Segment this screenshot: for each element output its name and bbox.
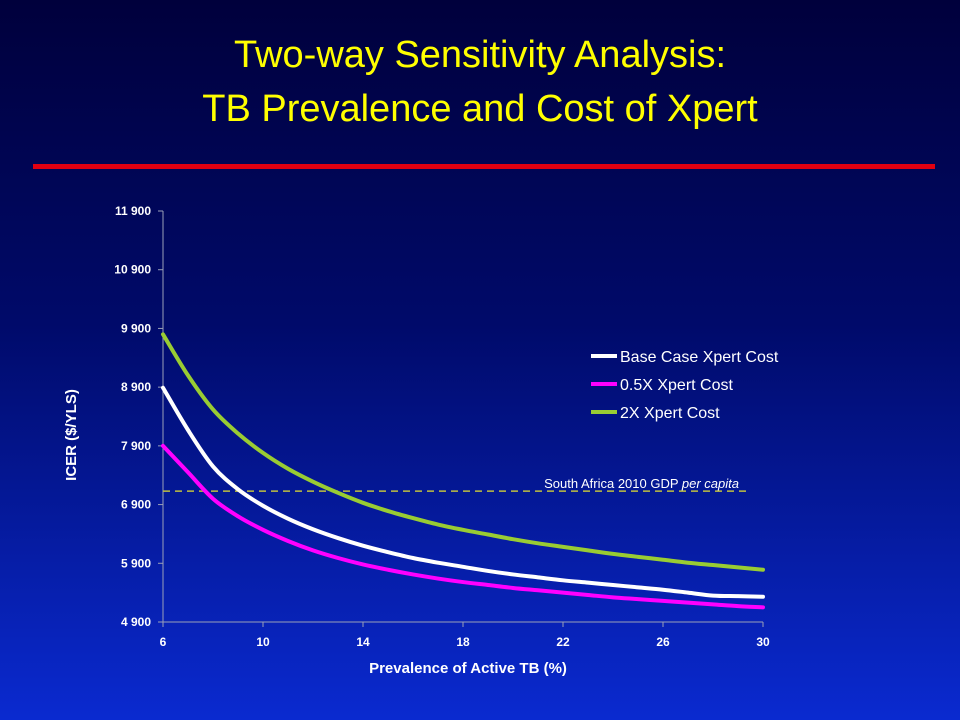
x-tick-label: 10 xyxy=(256,635,270,649)
gdp-reference-label-text: South Africa 2010 GDP xyxy=(544,476,682,491)
x-tick-label: 18 xyxy=(456,635,470,649)
y-tick-label: 5 900 xyxy=(121,556,151,570)
y-tick-label: 9 900 xyxy=(121,321,151,335)
y-axis-title: ICER ($/YLS) xyxy=(63,389,80,481)
gdp-reference-label: South Africa 2010 GDP per capita xyxy=(544,476,739,491)
x-tick-label: 22 xyxy=(556,635,570,649)
chart-legend: Base Case Xpert Cost 0.5X Xpert Cost 2X Xp… xyxy=(591,349,779,422)
legend-label: 0.5X Xpert Cost xyxy=(620,377,734,394)
series-line-base-case-xpert-cost xyxy=(161,385,765,599)
x-tick-label: 6 xyxy=(160,635,167,649)
legend-label: 2X Xpert Cost xyxy=(620,405,720,422)
y-tick-label: 10 900 xyxy=(114,263,151,277)
y-tick-label: 4 900 xyxy=(121,615,151,629)
x-tick-label: 26 xyxy=(656,635,670,649)
y-tick-label: 8 900 xyxy=(121,380,151,394)
x-tick-label: 14 xyxy=(356,635,370,649)
y-tick-label: 11 900 xyxy=(115,204,151,218)
gdp-reference-label-italic: per capita xyxy=(681,476,739,491)
series-line-0-5x-xpert-cost xyxy=(161,443,765,610)
y-tick-label: 6 900 xyxy=(121,498,151,512)
x-axis-title: Prevalence of Active TB (%) xyxy=(369,660,567,677)
x-tick-label: 30 xyxy=(756,635,770,649)
legend-label: Base Case Xpert Cost xyxy=(620,349,779,366)
series-line-2x-xpert-cost xyxy=(161,332,765,572)
title-divider xyxy=(33,164,935,169)
slide-title-line-1: Two-way Sensitivity Analysis: xyxy=(233,34,727,76)
slide-title-line-2: TB Prevalence and Cost of Xpert xyxy=(202,88,758,130)
chart-series xyxy=(161,332,765,610)
chart-axes: 4 900 5 900 6 900 7 900 8 900 9 900 10 900 11 9… xyxy=(114,204,770,649)
y-tick-label: 7 900 xyxy=(121,439,151,453)
gdp-reference: South Africa 2010 GDP per capita xyxy=(163,476,748,492)
